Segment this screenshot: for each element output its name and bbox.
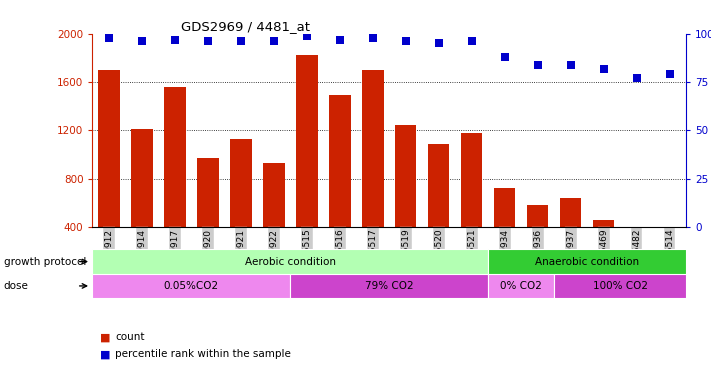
Text: count: count (115, 333, 144, 342)
Text: GSM29937: GSM29937 (566, 229, 575, 278)
Text: GSM225515: GSM225515 (302, 229, 311, 284)
Text: GSM29917: GSM29917 (171, 229, 179, 278)
Text: 79% CO2: 79% CO2 (365, 281, 414, 291)
Bar (92, 274, 290, 298)
Point (466, 39, 477, 45)
Text: percentile rank within the sample: percentile rank within the sample (115, 350, 291, 359)
Bar (428, 144, 449, 227)
Text: GSM29936: GSM29936 (533, 229, 542, 278)
Text: Aerobic condition: Aerobic condition (245, 256, 336, 267)
Point (499, 54, 510, 60)
Text: GSM29922: GSM29922 (269, 229, 278, 278)
Point (433, 40, 444, 46)
Bar (230, 139, 252, 227)
Text: GDS2969 / 4481_at: GDS2969 / 4481_at (181, 20, 311, 33)
Text: GSM225519: GSM225519 (401, 229, 410, 284)
Text: GSM29934: GSM29934 (501, 229, 509, 278)
Bar (626, 227, 647, 254)
Text: GSM225516: GSM225516 (336, 229, 344, 284)
Bar (263, 163, 284, 227)
Point (301, 33, 313, 39)
Text: GSM29914: GSM29914 (137, 229, 146, 278)
Bar (395, 126, 417, 227)
Text: GSM29912: GSM29912 (105, 229, 114, 278)
Bar (362, 70, 383, 227)
Bar (593, 220, 614, 227)
Bar (659, 227, 680, 252)
Bar (92, 249, 488, 274)
Point (598, 66, 609, 72)
Point (400, 39, 412, 45)
Bar (554, 274, 686, 298)
Text: GSM225517: GSM225517 (368, 229, 378, 284)
Text: GSM225521: GSM225521 (467, 229, 476, 283)
Text: dose: dose (4, 281, 28, 291)
Bar (488, 249, 686, 274)
Point (103, 34, 114, 40)
Bar (329, 95, 351, 227)
Text: GSM29921: GSM29921 (236, 229, 245, 278)
Point (137, 39, 148, 45)
Text: 100% CO2: 100% CO2 (593, 281, 648, 291)
Bar (164, 87, 186, 227)
Text: GSM225514: GSM225514 (665, 229, 674, 283)
Text: ■: ■ (100, 350, 110, 359)
Bar (290, 274, 488, 298)
Point (367, 34, 378, 40)
Text: Anaerobic condition: Anaerobic condition (535, 256, 639, 267)
Text: GSM225482: GSM225482 (632, 229, 641, 283)
Bar (494, 188, 515, 227)
Text: GSM29920: GSM29920 (203, 229, 213, 278)
Bar (560, 198, 582, 227)
Point (664, 71, 675, 77)
Bar (197, 158, 218, 227)
Point (235, 39, 247, 45)
Point (532, 62, 543, 68)
Point (565, 62, 577, 68)
Point (268, 39, 279, 45)
Bar (132, 129, 153, 227)
Text: 0.05%CO2: 0.05%CO2 (164, 281, 219, 291)
Text: 0% CO2: 0% CO2 (501, 281, 542, 291)
Bar (98, 70, 119, 227)
Text: GSM225520: GSM225520 (434, 229, 443, 283)
Point (202, 39, 213, 45)
Bar (461, 134, 483, 227)
Text: ■: ■ (100, 333, 110, 342)
Point (169, 36, 181, 42)
Point (334, 36, 346, 42)
Bar (488, 274, 554, 298)
Bar (527, 205, 548, 227)
Bar (296, 56, 318, 227)
Point (631, 75, 642, 81)
Text: growth protocol: growth protocol (4, 256, 86, 267)
Text: GSM225469: GSM225469 (599, 229, 608, 283)
